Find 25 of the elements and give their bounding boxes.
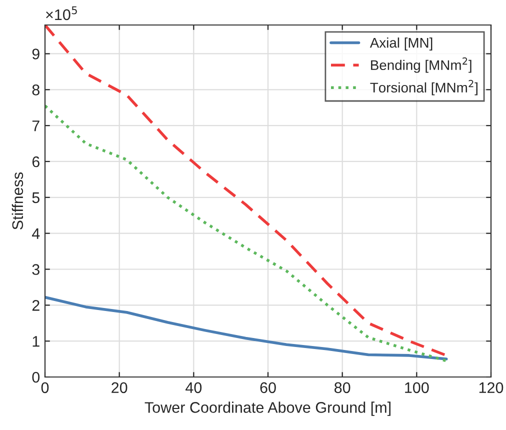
y-tick-label: 4 xyxy=(32,228,40,239)
y-tick-label: 6 xyxy=(32,156,40,168)
text: ×10$^{5}$ xyxy=(46,6,77,20)
y-tick-label: 9 xyxy=(32,48,40,60)
y-tick-label: 3 xyxy=(32,264,40,275)
line-series xyxy=(45,296,448,360)
legend-label: Torsional [MNm$^{2}$] xyxy=(370,80,478,96)
x-tick-label: 20 xyxy=(112,382,128,394)
y-axis-title: Stiffness xyxy=(12,172,24,230)
x-tick-label: 40 xyxy=(186,382,202,394)
y-tick-label: 2 xyxy=(32,300,40,311)
x-tick-label: 60 xyxy=(260,382,276,394)
line-series xyxy=(45,104,448,362)
x-tick-label: 120 xyxy=(479,382,504,394)
y-tick-label: 5 xyxy=(32,192,40,204)
x-axis-title: Tower Coordinate Above Ground [m] xyxy=(144,402,390,416)
x-tick-label: 80 xyxy=(334,382,350,394)
x-tick-label: 100 xyxy=(405,382,429,394)
y-tick-label: 0 xyxy=(32,372,40,383)
y-tick-label: 1 xyxy=(32,336,40,347)
y-tick-label: 7 xyxy=(32,120,40,132)
x-tick-label: 0 xyxy=(41,382,49,394)
y-tick-label: 8 xyxy=(32,84,40,96)
legend-label: Axial [MN] xyxy=(370,38,432,50)
legend-label: Bending [MNm$^{2}$] xyxy=(371,57,472,73)
